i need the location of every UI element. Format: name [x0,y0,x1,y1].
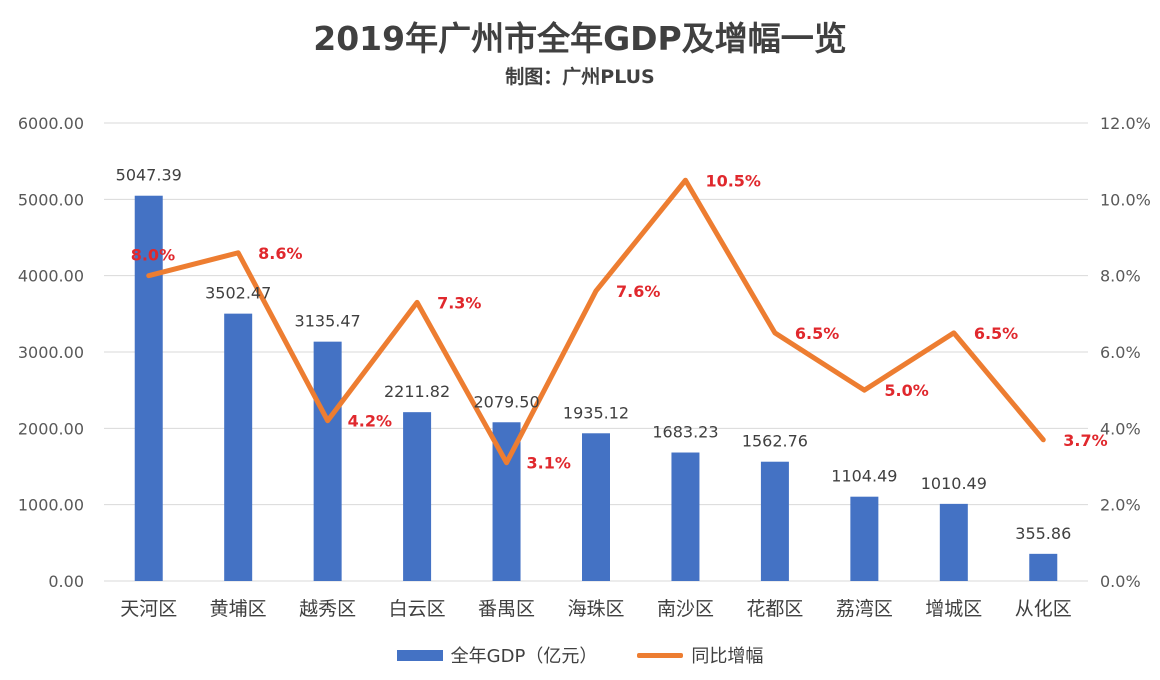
category-label: 荔湾区 [836,598,893,620]
y-tick-right: 12.0% [1100,114,1151,133]
bar-value-label: 3135.47 [295,312,361,331]
y-tick-right: 6.0% [1100,343,1141,362]
data-labels: 5047.39 3502.47 3135.47 2211.82 2079.50 1935.… [116,166,1108,543]
y-tick-left: 2000.00 [18,419,84,438]
line-value-label: 3.7% [1063,431,1107,450]
bar [939,503,968,581]
category-label: 从化区 [1015,598,1072,620]
bar [224,313,253,581]
chart-subtitle: 制图：广州PLUS [505,66,655,88]
legend-line-swatch [637,652,684,658]
y-tick-left: 6000.00 [18,114,84,133]
line-point [236,250,241,255]
bar-value-label: 1104.49 [831,467,897,486]
y-tick-left: 3000.00 [18,343,84,362]
legend-item-gdp: 全年GDP（亿元） [396,642,598,668]
line-point [683,178,688,183]
legend-label-growth: 同比增幅 [691,646,764,667]
y-tick-left: 0.00 [48,572,84,591]
line-series [146,177,1046,466]
line-point [504,460,509,465]
x-axis: 天河区 黄埔区 越秀区 白云区 番禺区 海珠区 南沙区 花都区 荔湾区 增城区 从化区 [120,598,1072,620]
bar [313,341,342,581]
line-value-label: 6.5% [795,324,839,343]
line-value-label: 5.0% [884,381,928,400]
chart-title: 2019年广州市全年GDP及增幅一览 [313,19,847,58]
line-value-label: 6.5% [974,324,1018,343]
category-label: 南沙区 [657,598,714,620]
line-point [862,388,867,393]
legend-bar-swatch [396,649,443,661]
line-value-label: 4.2% [348,412,392,431]
bar-value-label: 3502.47 [205,284,271,303]
line-value-label: 8.0% [131,246,175,265]
category-label: 番禺区 [478,598,535,620]
category-label: 海珠区 [567,598,624,620]
bar [403,412,432,581]
line-point [415,300,420,305]
category-label: 增城区 [925,598,982,620]
category-label: 天河区 [120,598,177,620]
gdp-combo-chart: 0.00 1000.00 2000.00 3000.00 4000.00 5000.00 6… [18,114,1151,620]
bar [1029,553,1058,581]
bar [671,452,700,581]
line-point [772,330,777,335]
category-label: 白云区 [389,598,446,620]
category-label: 黄埔区 [210,598,267,620]
bar-value-label: 1562.76 [742,432,808,451]
line-point [325,418,330,423]
line-value-label: 10.5% [705,171,761,190]
y-tick-right: 10.0% [1100,190,1151,209]
bar-series [134,195,1058,582]
bar [760,461,789,581]
y-tick-right: 8.0% [1100,267,1141,286]
legend: 全年GDP（亿元） 同比增幅 [0,642,1160,668]
line-value-label: 8.6% [258,244,302,263]
bar [582,433,610,581]
bar-value-label: 1683.23 [652,423,718,442]
y-tick-left: 4000.00 [18,267,84,286]
y-tick-right: 0.0% [1100,572,1141,591]
line-point [951,330,956,335]
bar-value-label: 1010.49 [921,474,987,493]
line-point [146,273,151,278]
bar-value-label: 5047.39 [116,166,182,185]
y-tick-right: 4.0% [1100,419,1141,438]
category-label: 花都区 [746,598,803,620]
y-tick-left: 1000.00 [18,496,84,515]
bar-value-label: 2079.50 [473,392,539,411]
y-axis-right: 0.0% 2.0% 4.0% 6.0% 8.0% 10.0% 12.0% [1100,114,1151,591]
legend-label-gdp: 全年GDP（亿元） [450,646,598,667]
line-value-label: 3.1% [527,454,571,473]
y-tick-right: 2.0% [1100,496,1141,515]
bar [850,496,879,581]
bar-value-label: 2211.82 [384,382,450,401]
bar [134,195,163,582]
y-axis-left: 0.00 1000.00 2000.00 3000.00 4000.00 5000.00 6… [18,114,84,591]
bar-value-label: 1935.12 [563,403,629,422]
line-value-label: 7.3% [437,293,481,312]
legend-item-growth: 同比增幅 [637,642,763,668]
line-value-label: 7.6% [616,282,660,301]
y-tick-left: 5000.00 [18,190,84,209]
bar-value-label: 355.86 [1015,524,1071,543]
category-label: 越秀区 [299,598,356,620]
line-point [594,288,598,293]
line-point [1041,437,1046,442]
